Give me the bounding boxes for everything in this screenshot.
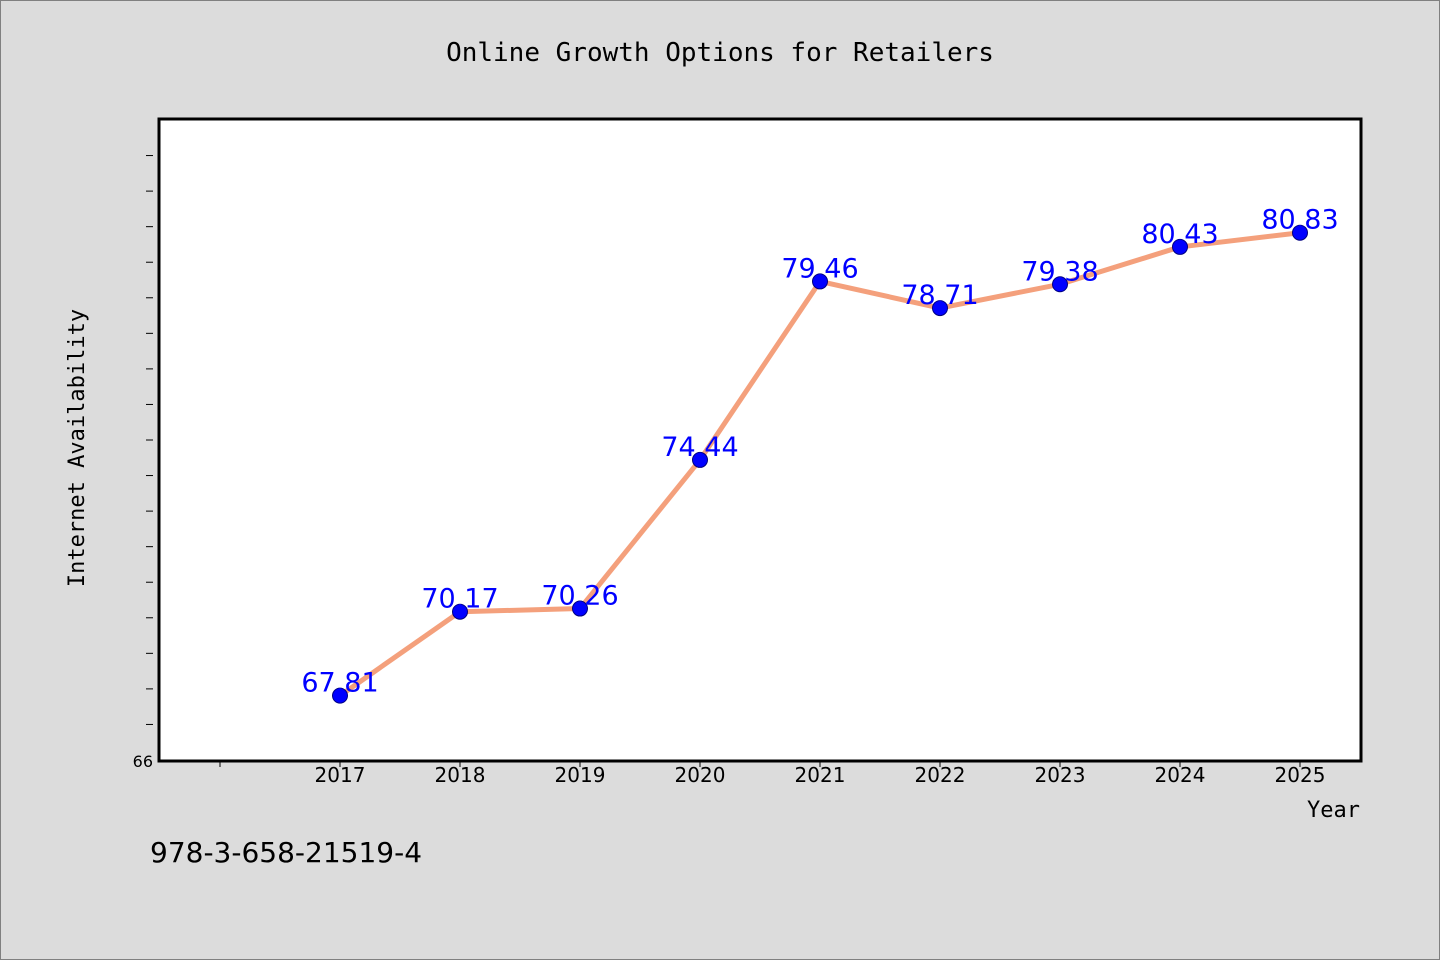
y-axis-label: Internet Availability	[65, 309, 90, 587]
data-label: 80.83	[1261, 205, 1338, 236]
x-tick-label: 2017	[315, 763, 366, 787]
data-point	[1172, 238, 1188, 255]
data-point	[1292, 224, 1308, 241]
x-tick-label: 2021	[795, 763, 846, 787]
data-label: 79.38	[1021, 256, 1098, 287]
data-point	[332, 687, 348, 704]
x-tick-labels: 2017 2018 2019 2020 2021 2022 2023 2024 2025	[315, 763, 1326, 787]
x-tick-label: 2022	[915, 763, 966, 787]
data-point	[932, 300, 948, 317]
x-tick-label: 2018	[435, 763, 486, 787]
data-point	[452, 603, 468, 620]
data-label: 70.17	[421, 584, 498, 615]
x-tick-label: 2023	[1035, 763, 1086, 787]
data-label: 78.71	[901, 280, 978, 311]
x-tick-label: 2025	[1275, 763, 1326, 787]
x-axis-ticks	[219, 761, 1301, 767]
data-label: 79.46	[781, 253, 858, 284]
y-axis-ticks	[146, 155, 153, 725]
data-label: 70.26	[541, 581, 618, 612]
x-tick-label: 2024	[1155, 763, 1206, 787]
x-tick-label: 2019	[555, 763, 606, 787]
plot-area	[157, 117, 1363, 763]
data-point	[1052, 276, 1068, 293]
data-labels: 67.81 70.17 70.26 74.44 79.46 78.71 79.38 80.43…	[301, 205, 1338, 699]
data-label: 67.81	[301, 668, 378, 699]
isbn-text: 978-3-658-21519-4	[150, 836, 422, 869]
x-tick-label: 2020	[675, 763, 726, 787]
data-label: 80.43	[1141, 219, 1218, 250]
data-point	[692, 451, 708, 468]
data-markers	[332, 224, 1308, 704]
data-point	[572, 600, 588, 617]
data-label: 74.44	[661, 432, 738, 463]
y-tick-label: 66	[133, 752, 153, 771]
data-point	[812, 273, 828, 290]
x-axis-label: Year	[1307, 798, 1360, 823]
chart-title: Online Growth Options for Retailers	[446, 38, 994, 68]
